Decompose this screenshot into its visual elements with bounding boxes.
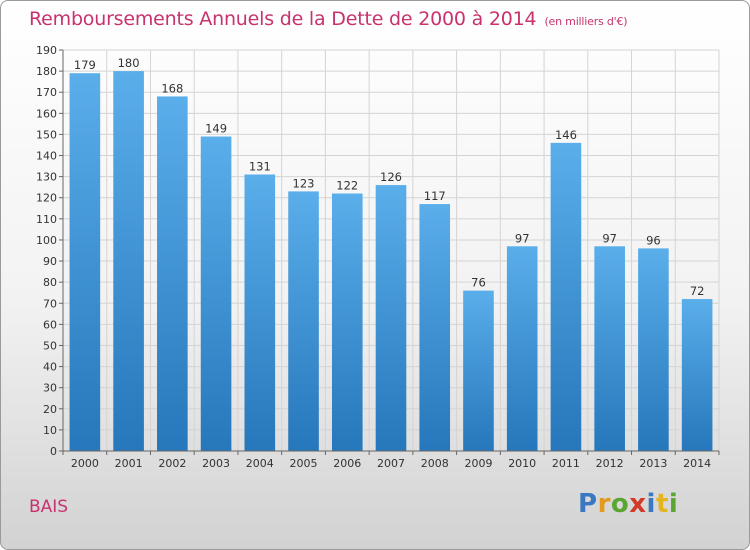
logo-letter: x	[629, 489, 647, 519]
x-tick-label: 2013	[639, 457, 667, 470]
y-tick-label: 160	[36, 107, 57, 120]
bar-value-label: 72	[690, 284, 705, 298]
y-tick-label: 170	[36, 86, 57, 99]
x-tick-label: 2008	[421, 457, 449, 470]
x-tick-label: 2006	[333, 457, 361, 470]
bar-value-label: 122	[336, 179, 358, 193]
value-labels: 179 180 168 149 131 123 122 126 117 76 97 146 97 96 72	[74, 56, 705, 298]
y-tick-label: 190	[36, 44, 57, 57]
bar-value-label: 131	[249, 160, 271, 174]
bar-value-label: 123	[293, 176, 315, 190]
x-tick-label: 2001	[115, 457, 143, 470]
x-tick-label: 2005	[290, 457, 318, 470]
bar	[550, 142, 582, 451]
y-tick-label: 70	[43, 297, 57, 310]
bar	[506, 246, 538, 451]
bar	[463, 290, 494, 451]
y-tick-label: 120	[36, 192, 57, 205]
bar-value-label: 117	[424, 189, 446, 203]
bar	[331, 193, 363, 451]
y-tick-label: 100	[36, 234, 57, 247]
bar-value-label: 97	[515, 231, 530, 245]
bar-value-label: 96	[646, 233, 661, 247]
bar	[244, 174, 276, 451]
bar-value-label: 76	[471, 276, 486, 290]
bar	[69, 73, 101, 451]
x-tick-label: 2010	[508, 457, 536, 470]
logo-letter: P	[578, 489, 598, 519]
logo-letter: o	[610, 489, 630, 519]
y-tick-label: 10	[43, 424, 57, 437]
x-tick-label: 2014	[683, 457, 711, 470]
x-tick-label: 2002	[158, 457, 186, 470]
bar	[113, 71, 144, 452]
bar	[681, 299, 713, 451]
y-tick-label: 80	[43, 276, 57, 289]
bar	[288, 191, 319, 451]
y-tick-label: 30	[43, 382, 57, 395]
bar-value-label: 168	[161, 81, 183, 95]
bar-value-label: 146	[555, 128, 577, 142]
y-tick-label: 20	[43, 403, 57, 416]
chart-title: Remboursements Annuels de la Dette de 20…	[29, 8, 628, 30]
bar	[419, 204, 451, 451]
x-tick-label: 2009	[464, 457, 492, 470]
x-tick-label: 2012	[596, 457, 624, 470]
y-tick-label: 90	[43, 255, 57, 268]
bar	[200, 136, 232, 451]
proxiti-logo: Proxiti	[578, 489, 678, 519]
y-tick-label: 50	[43, 339, 57, 352]
bar	[375, 185, 407, 452]
commune-name: BAIS	[29, 497, 69, 517]
bars	[69, 71, 713, 452]
y-tick-label: 130	[36, 171, 57, 184]
logo-letter: i	[668, 489, 679, 519]
bar-value-label: 149	[205, 122, 227, 136]
y-tick-label: 180	[36, 65, 57, 78]
logo-letter: i	[646, 489, 656, 519]
y-tick-label: 140	[36, 150, 57, 163]
bar	[594, 246, 625, 451]
bar-value-label: 126	[380, 170, 402, 184]
axes: 0 10 20 30 40 50 60 70 80 90 100 110 120 130 140 150 160…	[36, 44, 720, 470]
x-tick-label: 2004	[246, 457, 274, 470]
y-tick-label: 40	[43, 361, 57, 374]
bar	[157, 96, 188, 451]
y-tick-label: 0	[50, 445, 57, 458]
chart-title-text: Remboursements Annuels de la Dette de 20…	[29, 8, 537, 30]
logo-letter: r	[597, 489, 611, 519]
x-tick-label: 2003	[202, 457, 230, 470]
logo-letter: t	[655, 489, 669, 519]
bar-value-label: 179	[74, 58, 96, 72]
bar	[638, 248, 669, 451]
x-tick-label: 2007	[377, 457, 405, 470]
x-tick-label: 2011	[552, 457, 580, 470]
y-tick-label: 60	[43, 318, 57, 331]
bar-value-label: 180	[118, 56, 140, 70]
chart-unit: (en milliers d'€)	[544, 15, 628, 28]
y-tick-label: 150	[36, 128, 57, 141]
x-tick-label: 2000	[71, 457, 99, 470]
bar-value-label: 97	[602, 231, 617, 245]
y-tick-label: 110	[36, 213, 57, 226]
